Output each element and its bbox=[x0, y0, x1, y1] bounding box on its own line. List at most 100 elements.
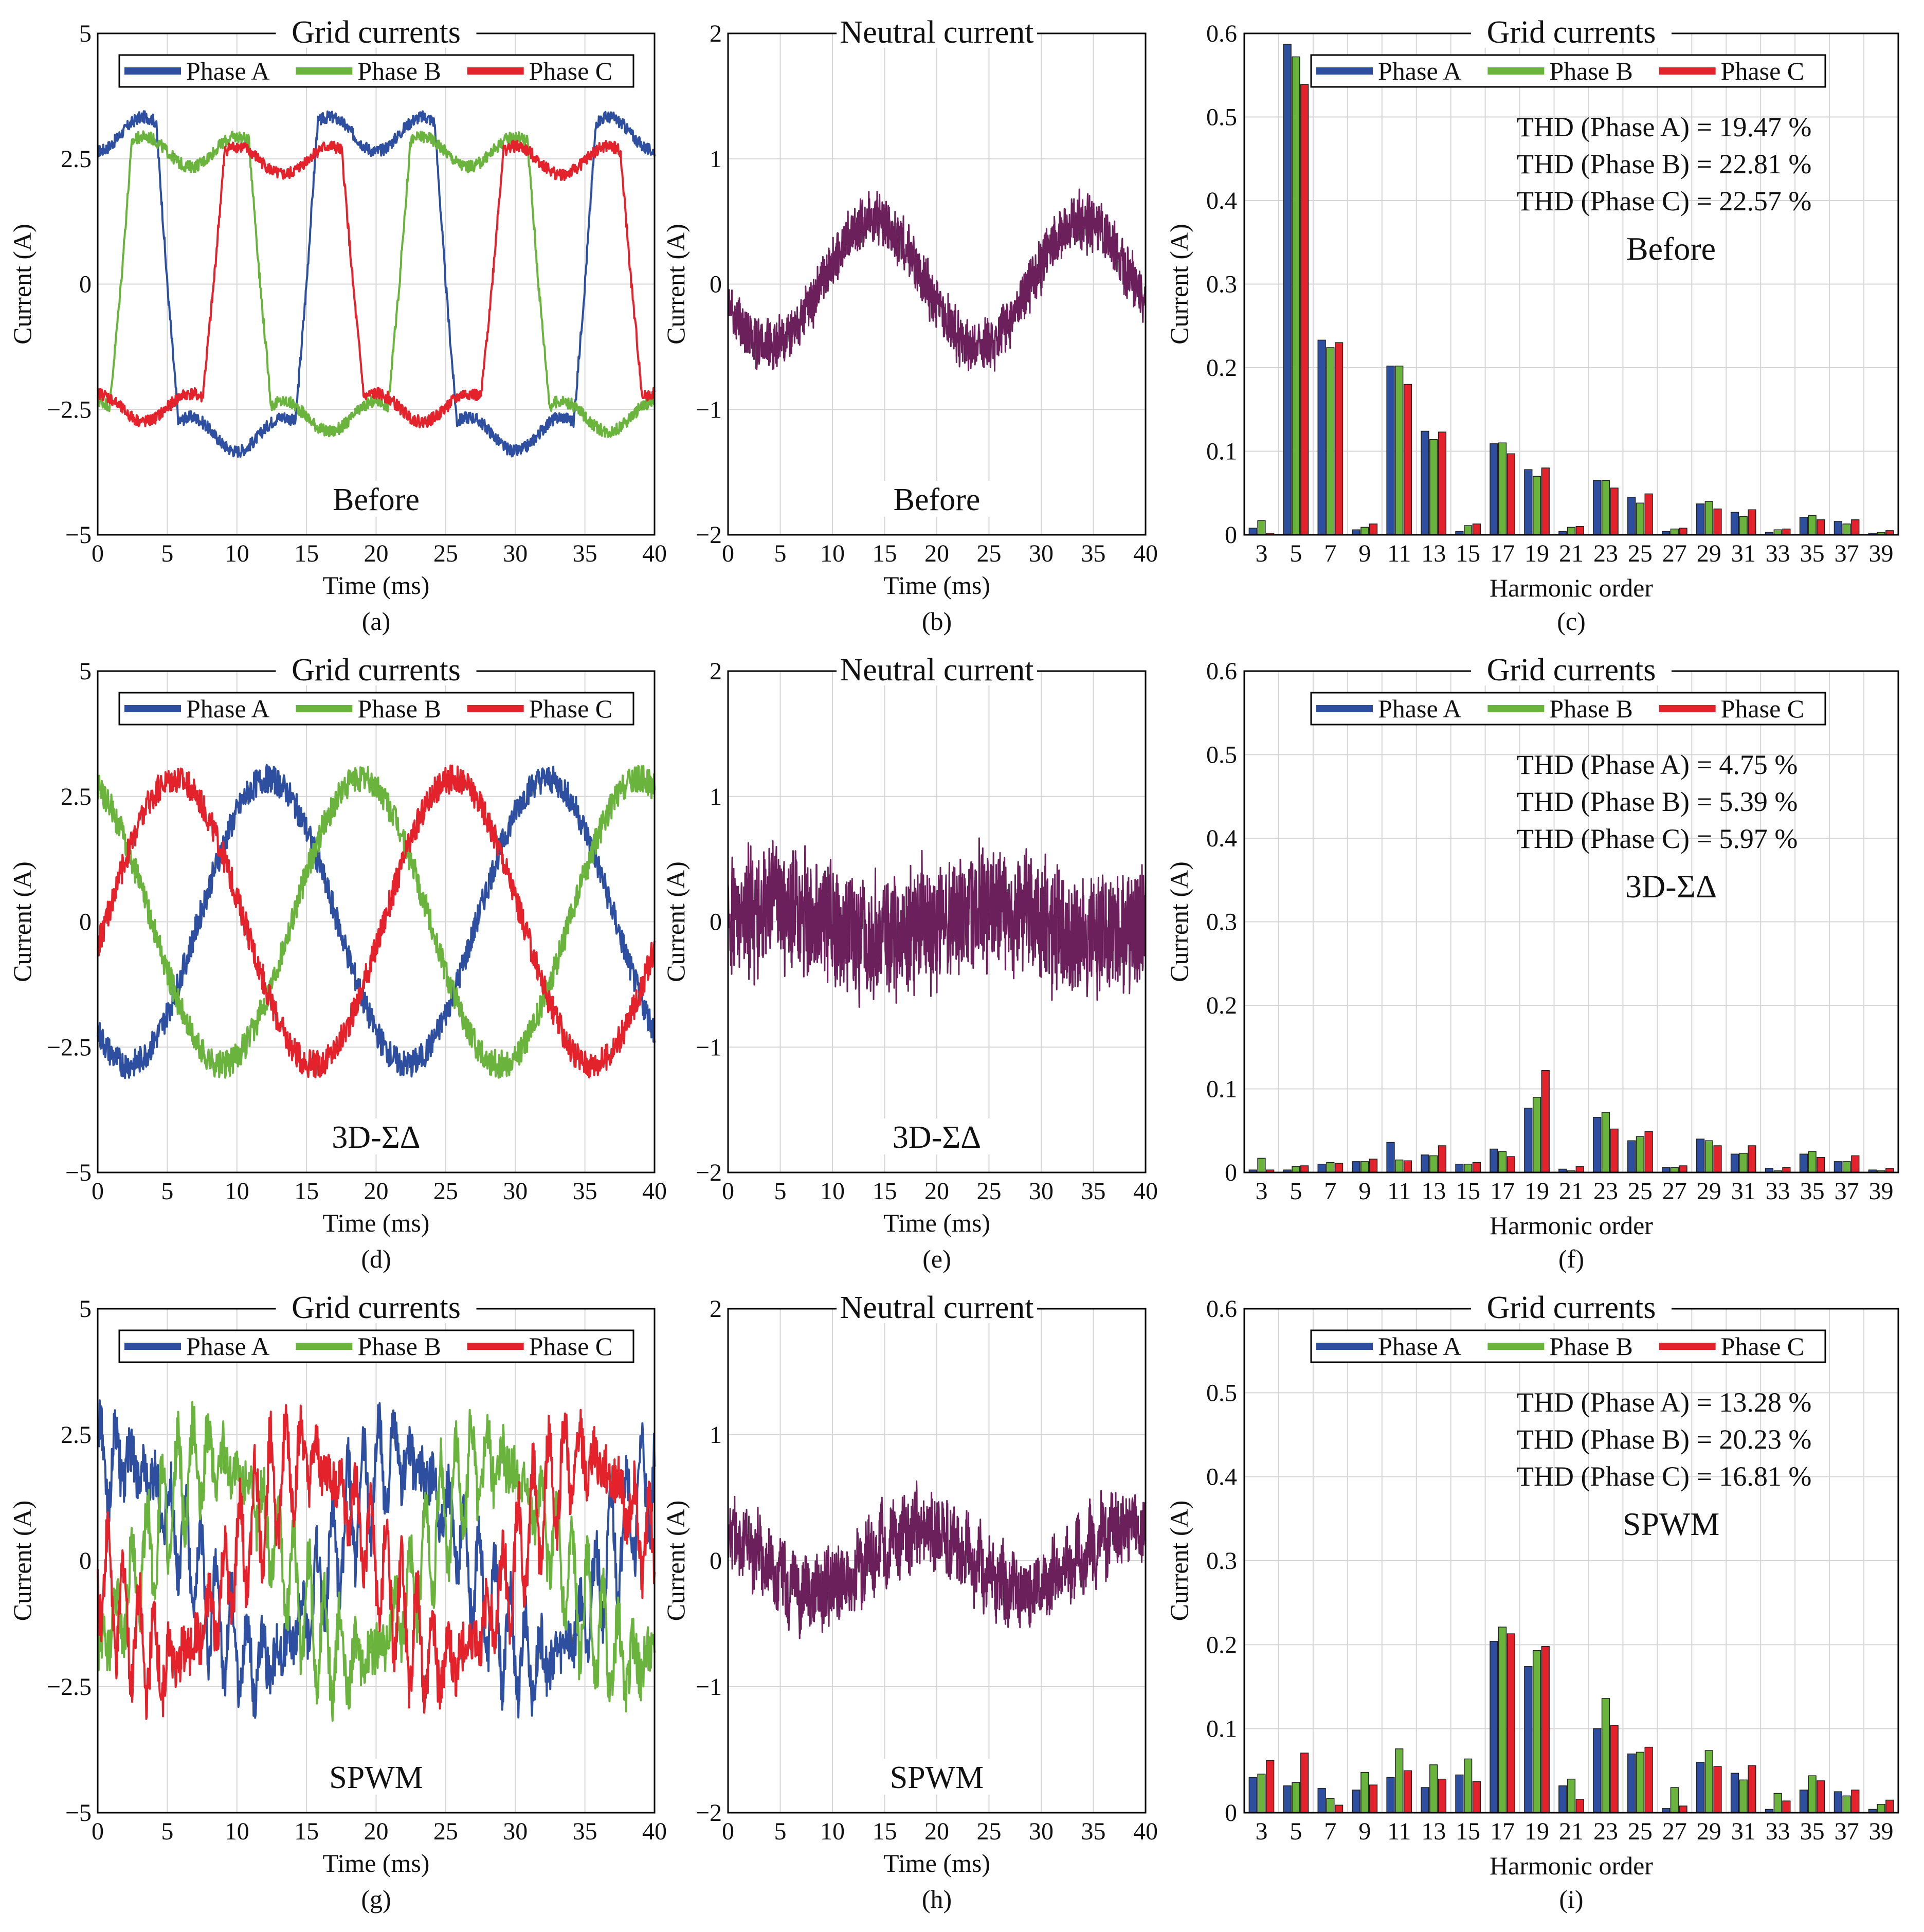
x-tick-label: 11 bbox=[1387, 1178, 1411, 1205]
bar-h7-b bbox=[1326, 1162, 1335, 1173]
x-tick-label: 0 bbox=[722, 1818, 734, 1845]
x-tick-label: 37 bbox=[1835, 1178, 1859, 1205]
x-tick-label: 10 bbox=[225, 540, 249, 567]
x-tick-label: 39 bbox=[1869, 540, 1894, 567]
series-line-neutral bbox=[727, 1480, 1147, 1639]
bar-h33-c bbox=[1782, 528, 1791, 535]
y-tick-label: 1 bbox=[710, 146, 722, 173]
panel-f: 3 5 7 9 11 13 15 17 19 21 23 25 27 29 31 33 35 37 3900.10.… bbox=[1165, 653, 1899, 1273]
y-tick-label: −5 bbox=[65, 1799, 92, 1827]
title-background bbox=[837, 656, 1037, 685]
y-tick-label: 0.5 bbox=[1206, 104, 1237, 131]
x-tick-label: 29 bbox=[1697, 1178, 1721, 1205]
panel-caption: (d) bbox=[361, 1244, 391, 1273]
bar-h15-b bbox=[1464, 1164, 1473, 1173]
x-tick-label: 15 bbox=[294, 1178, 319, 1205]
bar-h31-b bbox=[1739, 516, 1748, 535]
x-tick-label: 21 bbox=[1559, 540, 1584, 567]
x-tick-label: 20 bbox=[924, 540, 949, 567]
x-tick-label: 21 bbox=[1559, 1818, 1584, 1845]
x-tick-label: 25 bbox=[433, 540, 458, 567]
chart-title: Neutral current bbox=[840, 15, 1034, 50]
y-axis-label: Current (A) bbox=[8, 1501, 37, 1621]
bar-h5-a bbox=[1283, 44, 1292, 535]
bar-h15-c bbox=[1472, 1162, 1481, 1173]
series-line-phase-b bbox=[97, 1401, 656, 1722]
bar-h11-b bbox=[1395, 1748, 1404, 1813]
bar-h21-b bbox=[1567, 527, 1576, 535]
y-tick-label: 2 bbox=[710, 20, 722, 47]
x-tick-label: 3 bbox=[1255, 1818, 1267, 1845]
bar-h31-a bbox=[1730, 512, 1739, 535]
x-axis-label: Harmonic order bbox=[1490, 1211, 1653, 1240]
title-background bbox=[276, 656, 477, 685]
bar-h27-c bbox=[1679, 528, 1687, 535]
bar-h5-a bbox=[1283, 1785, 1292, 1813]
y-tick-label: 0.4 bbox=[1206, 825, 1237, 852]
title-background bbox=[1471, 656, 1672, 685]
series-line-neutral bbox=[727, 837, 1147, 1008]
bar-h17-c bbox=[1506, 453, 1515, 535]
x-tick-label: 30 bbox=[1029, 1818, 1054, 1845]
x-tick-label: 33 bbox=[1766, 1178, 1790, 1205]
x-axis-label: Time (ms) bbox=[323, 1849, 430, 1877]
panel-caption: (a) bbox=[362, 607, 391, 636]
bar-h11-a bbox=[1386, 1777, 1395, 1813]
x-tick-label: 27 bbox=[1662, 1818, 1687, 1845]
x-tick-label: 31 bbox=[1731, 1818, 1756, 1845]
title-background bbox=[276, 1293, 477, 1323]
x-tick-label: 15 bbox=[294, 540, 319, 567]
legend-label-c: Phase C bbox=[1721, 694, 1805, 723]
y-tick-label: −2 bbox=[696, 1159, 722, 1186]
y-tick-label: 0 bbox=[710, 909, 722, 936]
bar-h35-a bbox=[1799, 517, 1808, 535]
bar-h23-c bbox=[1610, 1725, 1619, 1813]
annotation-background bbox=[878, 481, 996, 517]
bar-h29-a bbox=[1696, 1139, 1705, 1173]
y-tick-label: −5 bbox=[65, 1159, 92, 1186]
legend-label-b: Phase B bbox=[1549, 1332, 1633, 1361]
x-tick-label: 5 bbox=[774, 1178, 787, 1205]
method-annotation: Before bbox=[1626, 230, 1716, 267]
y-tick-label: 0.6 bbox=[1206, 20, 1237, 47]
panel-caption: (h) bbox=[922, 1885, 952, 1913]
x-tick-label: 15 bbox=[1456, 1178, 1480, 1205]
x-tick-label: 15 bbox=[873, 1818, 897, 1845]
x-tick-label: 25 bbox=[977, 1178, 1002, 1205]
x-tick-label: 5 bbox=[161, 540, 173, 567]
x-tick-label: 9 bbox=[1358, 540, 1371, 567]
x-tick-label: 23 bbox=[1593, 540, 1618, 567]
y-tick-label: 0.3 bbox=[1206, 271, 1237, 298]
bar-h13-c bbox=[1438, 1778, 1447, 1813]
y-tick-label: 5 bbox=[79, 20, 92, 47]
x-tick-label: 20 bbox=[924, 1818, 949, 1845]
legend-box bbox=[118, 54, 634, 88]
y-axis-label: Current (A) bbox=[1165, 1501, 1193, 1621]
x-tick-label: 0 bbox=[92, 1178, 104, 1205]
bar-h37-b bbox=[1842, 1795, 1851, 1813]
x-tick-label: 19 bbox=[1524, 1818, 1549, 1845]
y-tick-label: 0.4 bbox=[1206, 187, 1237, 214]
x-tick-label: 33 bbox=[1766, 1818, 1790, 1845]
bar-h23-a bbox=[1593, 480, 1602, 535]
bar-h21-a bbox=[1558, 1785, 1567, 1813]
series-line-phase-b bbox=[97, 765, 656, 1079]
thd-phase-c: THD (Phase C) = 16.81 % bbox=[1517, 1461, 1811, 1492]
bar-h13-a bbox=[1421, 1154, 1429, 1173]
chart-title: Grid currents bbox=[1487, 1290, 1656, 1325]
x-tick-label: 9 bbox=[1358, 1178, 1371, 1205]
bar-h19-b bbox=[1532, 1650, 1541, 1813]
legend-label-b: Phase B bbox=[1549, 694, 1633, 723]
bar-h33-b bbox=[1773, 1793, 1782, 1813]
x-tick-label: 35 bbox=[573, 540, 597, 567]
panel-c: 3 5 7 9 11 13 15 17 19 21 23 25 27 29 31 33 35 37 3900.10.… bbox=[1165, 15, 1899, 636]
method-annotation: Before bbox=[894, 482, 981, 517]
series-line-phase-a bbox=[97, 764, 656, 1079]
y-tick-label: 1 bbox=[710, 783, 722, 810]
y-tick-label: 0 bbox=[1225, 1159, 1237, 1186]
method-annotation: Before bbox=[333, 482, 420, 517]
bar-h35-b bbox=[1808, 1775, 1817, 1813]
legend-label-a: Phase A bbox=[186, 694, 270, 723]
y-tick-label: −2.5 bbox=[47, 1034, 92, 1061]
thd-phase-a: THD (Phase A) = 13.28 % bbox=[1517, 1387, 1811, 1418]
